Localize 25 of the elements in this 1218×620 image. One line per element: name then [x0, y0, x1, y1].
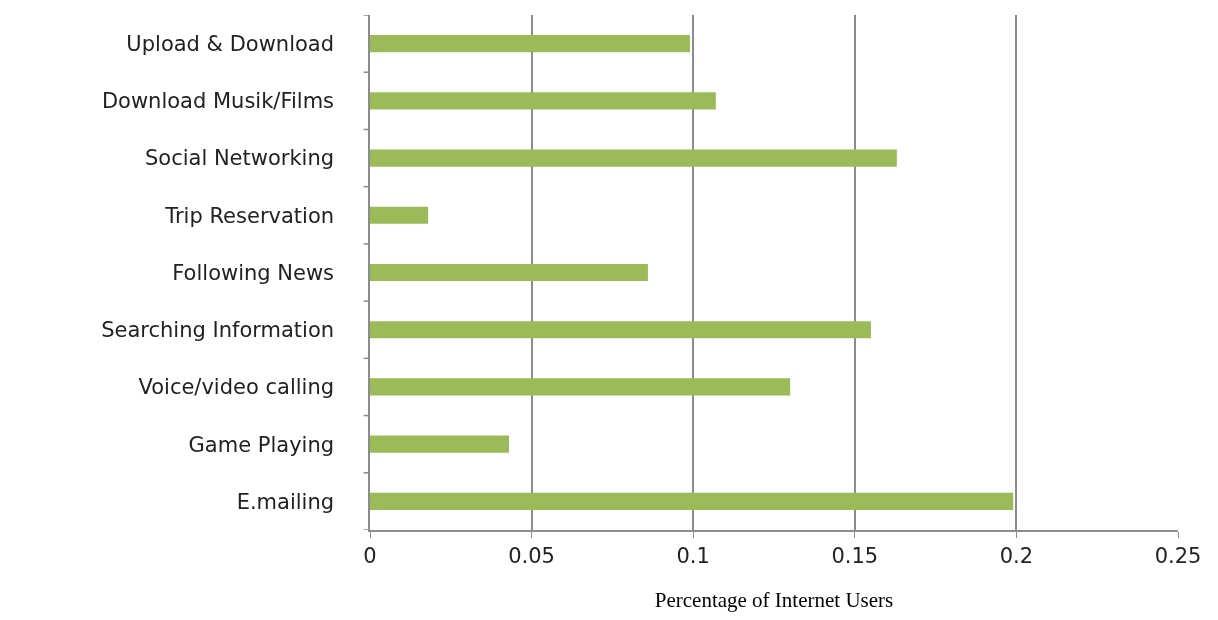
bar: [370, 435, 509, 453]
x-tick-label: 0: [363, 543, 377, 568]
x-tick-label: 0.05: [508, 543, 555, 568]
x-axis-title: Percentage of Internet Users: [654, 587, 894, 612]
x-tick-label: 0.2: [999, 543, 1034, 568]
x-tick-label: 0.25: [1154, 543, 1202, 568]
bar: [370, 92, 716, 110]
bar: [370, 263, 648, 282]
y-tick-label: Download Musik/Films: [101, 89, 335, 114]
y-tick-label: Social Networking: [144, 146, 335, 171]
y-tick-label: Searching Information: [101, 318, 335, 343]
y-tick-label: E.mailing: [236, 489, 335, 514]
y-tick-label: Game Playing: [188, 432, 335, 457]
x-tick-label: 0.15: [831, 543, 879, 568]
bar: [370, 206, 429, 224]
y-tick-label: Voice/video calling: [138, 375, 335, 400]
y-tick-label: Trip Reservation: [164, 203, 335, 228]
bar: [370, 35, 690, 53]
x-tick-label: 0.1: [676, 543, 710, 568]
bar: [370, 492, 1014, 510]
bar: [370, 321, 871, 339]
bar: [370, 149, 897, 167]
bar: [370, 378, 791, 396]
y-tick-label: Following News: [172, 260, 335, 285]
y-tick-label: Upload & Download: [126, 31, 335, 56]
